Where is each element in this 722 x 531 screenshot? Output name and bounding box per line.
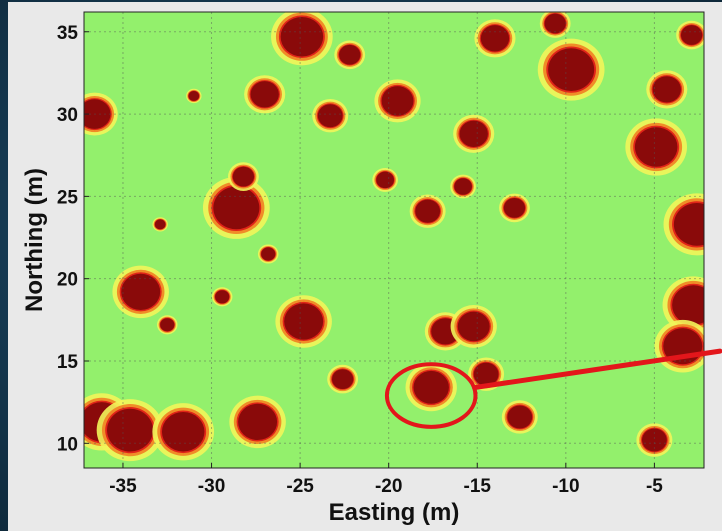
y-tick-label: 30 [57,105,78,126]
y-axis-label: Northing (m) [21,168,48,312]
anomaly-blob [152,403,215,461]
anomaly-blob [112,265,169,319]
anomaly-blob [450,304,497,348]
anomaly-blob [663,193,704,256]
anomaly-blob [405,363,457,412]
anomaly-blob [646,70,688,109]
y-tick-label: 15 [57,352,79,373]
anomaly-blob [654,319,704,373]
anomaly-blob [228,162,259,191]
anomaly-blob [537,38,605,101]
anomaly-blob [327,364,359,394]
anomaly-blob [312,99,349,133]
anomaly-blob [501,400,538,434]
anomaly-blob [374,79,421,123]
x-tick-label: -35 [109,476,137,497]
anomaly-blob [211,287,233,307]
anomaly-blob [409,194,446,228]
anomaly-blob [372,167,398,192]
plot-frame [83,11,705,469]
anomaly-blob [84,92,118,136]
y-axis-ticks: 10 15 20 25 30 35 [57,23,89,455]
anomaly-blob [453,114,495,153]
anomaly-blob [229,395,286,449]
anomaly-blob [257,244,279,264]
x-tick-label: -25 [286,476,314,497]
y-tick-label: 35 [57,23,79,44]
x-tick-label: -10 [552,476,579,497]
anomaly-blob [539,12,571,38]
y-tick-label: 25 [57,187,79,208]
anomaly-blob [96,399,164,462]
anomaly-blob [334,40,366,70]
anomaly-blob [156,315,178,335]
grid-lines [84,12,704,468]
anomaly-blob [499,193,530,223]
x-tick-label: -30 [198,476,225,497]
anomaly-blob [625,118,687,176]
x-tick-label: -5 [646,476,663,497]
x-tick-label: -20 [375,476,402,497]
x-axis-ticks: -35 -30 -25 -20 -15 -10 -5 [109,463,663,497]
anomaly-blob [202,176,270,239]
anomaly-blob [450,174,476,199]
x-axis-label: Easting (m) [329,499,460,526]
highlight-circle [384,362,478,429]
y-tick-label: 20 [57,270,78,291]
anomaly-blob [186,88,202,104]
x-tick-label: -15 [464,476,492,497]
anomaly-blob [271,12,333,66]
blob-layer [84,12,704,462]
y-tick-label: 10 [57,434,78,455]
anomaly-blob [636,423,673,457]
anomaly-blob [676,20,704,50]
pointer-line [471,348,722,391]
anomaly-blob [275,295,332,348]
annotation [384,348,722,429]
anomaly-blob [244,75,286,114]
anomaly-blob [474,19,516,58]
anomaly-blob [662,276,704,334]
anomaly-blob [152,217,168,232]
